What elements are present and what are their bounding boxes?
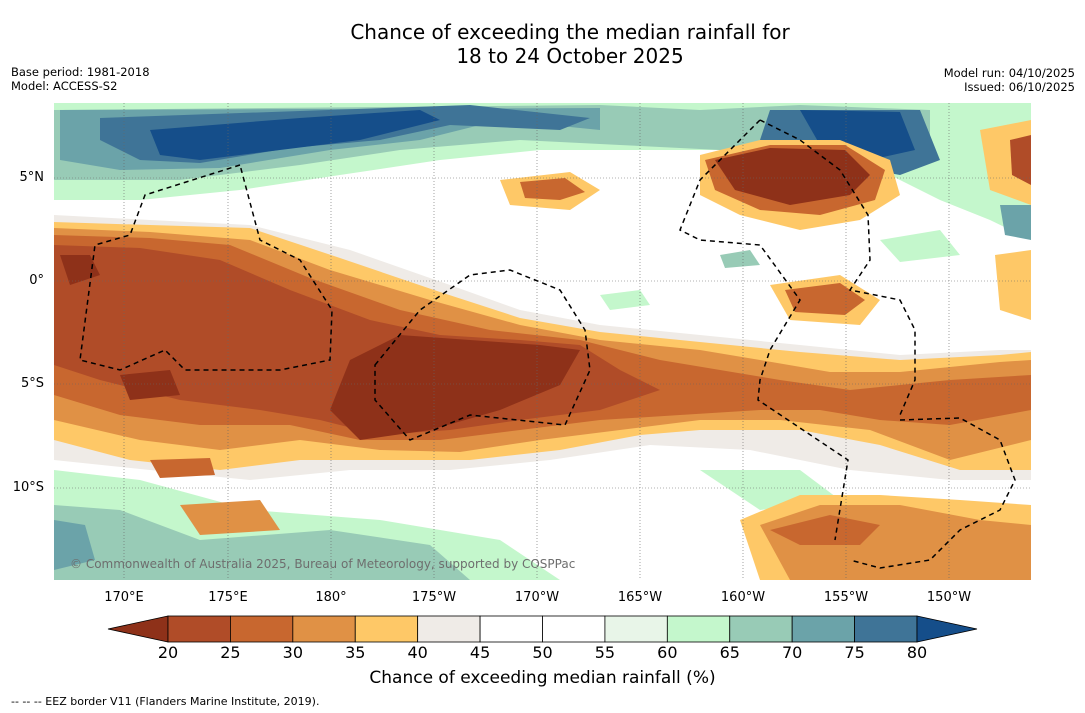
colorbar — [107, 615, 978, 643]
eez-borders — [79, 119, 1016, 569]
lon-label-155w: 155°W — [823, 590, 869, 605]
lon-label-175w: 175°W — [411, 590, 457, 605]
dry-core-sw — [120, 370, 180, 400]
base-period: Base period: 1981-2018 — [11, 65, 150, 79]
colorbar-cell — [791, 615, 855, 643]
model-info: Base period: 1981-2018 Model: ACCESS-S2 — [11, 65, 150, 93]
colorbar-tick-label: 40 — [407, 643, 428, 662]
ne-dry-blob-core — [715, 148, 870, 205]
colorbar-tick-label: 80 — [906, 643, 928, 662]
colorbar-tick-label: 65 — [719, 643, 740, 662]
lon-label-150w: 150°W — [926, 590, 972, 605]
colorbar-tick-label: 45 — [469, 643, 491, 662]
colorbar-high-arrow — [916, 615, 978, 643]
map-field — [54, 103, 1031, 580]
eez-kiribati-line — [759, 119, 916, 416]
ne-corner-dry-core — [1010, 135, 1031, 185]
map-title: Chance of exceeding the median rainfall … — [0, 20, 1085, 68]
sw-cyan-patch — [54, 520, 95, 570]
east-dry-blob-25 — [785, 283, 865, 315]
colorbar-low-arrow — [107, 615, 169, 643]
colorbar-tick-label: 35 — [345, 643, 366, 662]
eez-cook-islands — [849, 417, 1016, 569]
colorbar-cell — [354, 615, 419, 643]
sw-dry-patch — [180, 500, 280, 535]
colorbar-cells — [167, 615, 918, 643]
colorbar-tick-label: 20 — [157, 643, 179, 662]
green-patch-1 — [600, 290, 650, 310]
colorbar-cell — [604, 615, 668, 643]
colorbar-cell — [292, 615, 356, 643]
colorbar-cell — [230, 615, 294, 643]
title-line-1: Chance of exceeding the median rainfall … — [350, 20, 790, 44]
colorbar-cell — [666, 615, 731, 643]
colorbar-tick-label: 25 — [220, 643, 241, 662]
colorbar-tick-label: 50 — [532, 643, 553, 662]
issued-date: Issued: 06/10/2025 — [964, 80, 1075, 94]
copyright-credit: © Commonwealth of Australia 2025, Bureau… — [70, 557, 576, 571]
lon-label-160w: 160°W — [720, 590, 766, 605]
lon-label-170e: 170°E — [104, 590, 144, 605]
colorbar-tick-label: 60 — [657, 643, 678, 662]
se-dry-25 — [770, 515, 880, 545]
colorbar-tick-label: 75 — [844, 643, 865, 662]
graticule — [54, 103, 1031, 580]
lat-label-5s: 5°S — [20, 376, 44, 391]
model-run-date: Model run: 04/10/2025 — [943, 66, 1075, 80]
lat-label-0: 0° — [29, 273, 44, 288]
lat-label-10s: 10°S — [12, 480, 44, 495]
east-right-blob — [995, 250, 1031, 320]
sw-dry-patch-2 — [150, 458, 215, 478]
colorbar-title: Chance of exceeding median rainfall (%) — [369, 668, 716, 688]
model-name: Model: ACCESS-S2 — [11, 79, 118, 93]
green-patch-2 — [720, 250, 760, 268]
dry-core — [330, 335, 580, 440]
colorbar-cell — [417, 615, 481, 643]
lon-label-170w: 170°W — [514, 590, 560, 605]
colorbar-cell — [729, 615, 793, 643]
central-north-dry-core — [520, 178, 585, 200]
colorbar-cell — [542, 615, 606, 643]
lat-label-5n: 5°N — [19, 170, 45, 185]
colorbar-tick-label: 55 — [594, 643, 616, 662]
eez-kiribati-gilbert — [79, 164, 333, 371]
eez-line-west — [679, 119, 849, 541]
colorbar-tick-label: 70 — [781, 643, 803, 662]
colorbar-cell — [854, 615, 918, 643]
run-info: Model run: 04/10/2025 Issued: 06/10/2025 — [944, 66, 1075, 94]
lon-label-175e: 175°E — [208, 590, 248, 605]
colorbar-cell — [479, 615, 543, 643]
green-patch-3 — [880, 230, 960, 262]
lon-label-180: 180° — [315, 590, 347, 605]
north-deepblue-band — [150, 110, 440, 160]
east-teal-patch — [1000, 205, 1031, 240]
sw-teal-band — [54, 505, 470, 580]
colorbar-tick-label: 30 — [282, 643, 303, 662]
lon-label-165w: 165°W — [617, 590, 663, 605]
eez-legend-note: -- -- -- EEZ border V11 (Flanders Marine… — [11, 695, 320, 708]
title-line-2: 18 to 24 October 2025 — [456, 44, 684, 68]
dry-core-west — [60, 255, 100, 285]
eez-kiribati-phoenix — [374, 269, 591, 441]
colorbar-cell — [167, 615, 231, 643]
